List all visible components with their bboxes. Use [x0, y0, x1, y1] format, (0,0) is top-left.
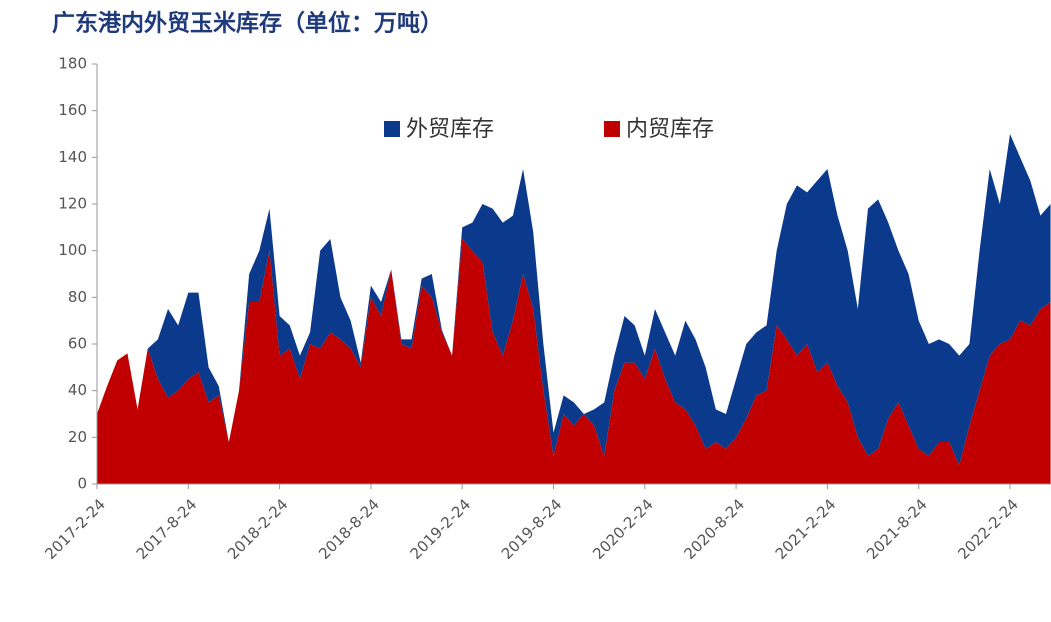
area — [97, 134, 1051, 466]
x-tick-label: 2017-2-24 — [41, 495, 109, 563]
x-tick-label: 2018-2-24 — [224, 495, 292, 563]
y-tick-label: 80 — [68, 288, 87, 306]
legend-label: 内贸库存 — [626, 117, 714, 142]
x-tick-label: 2020-8-24 — [680, 495, 748, 563]
chart-title: 广东港内外贸玉米库存（单位：万吨） — [52, 10, 443, 37]
y-tick-label: 0 — [77, 475, 87, 493]
area — [97, 239, 1051, 484]
y-tick-label: 140 — [58, 148, 87, 166]
y-tick-label: 120 — [58, 195, 87, 213]
x-tick-label: 2022-2-24 — [954, 495, 1022, 563]
y-tick-label: 60 — [68, 335, 87, 353]
x-tick-label: 2018-8-24 — [315, 495, 383, 563]
legend-swatch — [384, 121, 400, 137]
y-tick-label: 100 — [58, 241, 87, 259]
legend-label: 外贸库存 — [406, 117, 494, 142]
y-tick-label: 20 — [68, 428, 87, 446]
x-tick-label: 2019-8-24 — [498, 495, 566, 563]
y-tick-label: 40 — [68, 381, 87, 399]
y-tick-label: 160 — [58, 101, 87, 119]
x-tick-label: 2020-2-24 — [589, 495, 657, 563]
x-tick-label: 2021-8-24 — [863, 495, 931, 563]
y-tick-label: 180 — [58, 55, 87, 73]
x-tick-label: 2019-2-24 — [407, 495, 475, 563]
x-tick-label: 2017-8-24 — [133, 495, 201, 563]
x-tick-label: 2021-2-24 — [772, 495, 840, 563]
legend-swatch — [604, 121, 620, 137]
